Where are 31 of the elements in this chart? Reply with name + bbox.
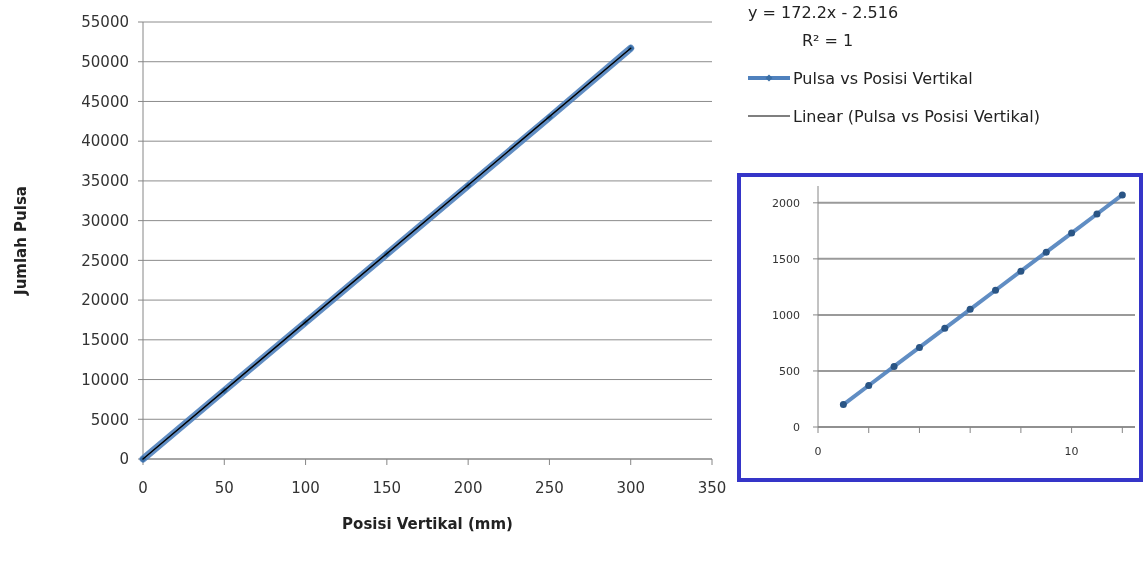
x-tick-label: 0 [138,479,148,497]
x-tick-label: 50 [214,479,234,497]
y-tick-label: 35000 [81,172,129,191]
y-tick-label: 55000 [81,13,129,32]
y-tick-label: 30000 [81,211,129,230]
y-tick-label: 10000 [81,370,129,389]
x-tick-label: 10 [1064,445,1079,458]
y-tick-label: 1000 [772,308,800,322]
x-tick-label: 350 [697,479,727,497]
x-tick-label: 100 [291,479,320,497]
y-tick-label: 1500 [772,252,800,266]
x-tick-label: 200 [453,479,483,497]
x-tick-label: 250 [535,479,564,497]
y-tick-label: 20000 [81,291,129,310]
legend-label: Linear (Pulsa vs Posisi Vertikal) [793,106,1040,126]
y-tick-label: 50000 [81,52,129,71]
y-tick-label: 0 [793,420,800,434]
x-tick-label: 150 [372,479,402,497]
y-axis-title: Jumlah Pulsa [12,186,30,296]
y-tick-label: 45000 [81,92,129,111]
x-axis-title: Posisi Vertikal (mm) [342,515,513,533]
text: y = 172.2x - 2.516 [748,3,899,22]
y-tick-label: 25000 [81,251,129,270]
x-tick-label: 300 [616,479,646,497]
text: R² = 1 [802,31,854,50]
y-tick-label: 500 [779,364,800,378]
legend-label: Pulsa vs Posisi Vertikal [793,68,973,88]
y-tick-label: 5000 [90,410,129,429]
y-tick-label: 15000 [81,331,129,350]
y-tick-label: 40000 [81,132,129,151]
y-tick-label: 2000 [772,196,800,210]
